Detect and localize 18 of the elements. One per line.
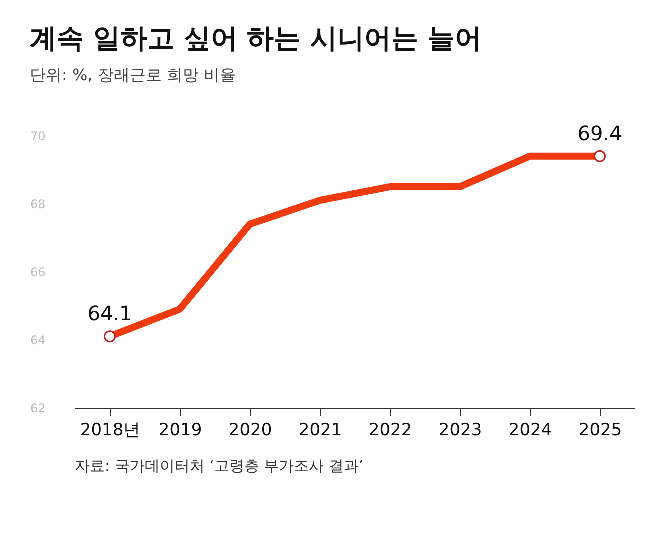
- x-tick-label: 2023: [438, 420, 482, 440]
- chart-subtitle: 단위: %, 장래근로 희망 비율: [30, 65, 236, 84]
- x-tick-label: 2018년: [80, 420, 141, 440]
- data-label: 69.4: [578, 121, 622, 146]
- y-tick-label: 66: [30, 266, 46, 280]
- y-tick-label: 68: [30, 198, 46, 212]
- y-tick-label: 70: [30, 130, 46, 144]
- text: 자료: 국가데이터처 ‘고령층 부가조사 결과’: [75, 457, 364, 475]
- y-tick-label: 62: [30, 402, 46, 416]
- x-tick-label: 2024: [508, 420, 552, 440]
- x-tick-label: 2022: [368, 420, 412, 440]
- chart-title: 계속 일하고 싶어 하는 시니어는 늘어: [30, 23, 482, 54]
- x-tick-label: 2021: [298, 420, 342, 440]
- x-tick-label: 2019: [158, 420, 202, 440]
- x-tick-label: 2025: [578, 420, 622, 440]
- x-tick-label: 2020: [228, 420, 272, 440]
- y-tick-label: 64: [30, 334, 46, 348]
- data-label: 64.1: [88, 302, 132, 326]
